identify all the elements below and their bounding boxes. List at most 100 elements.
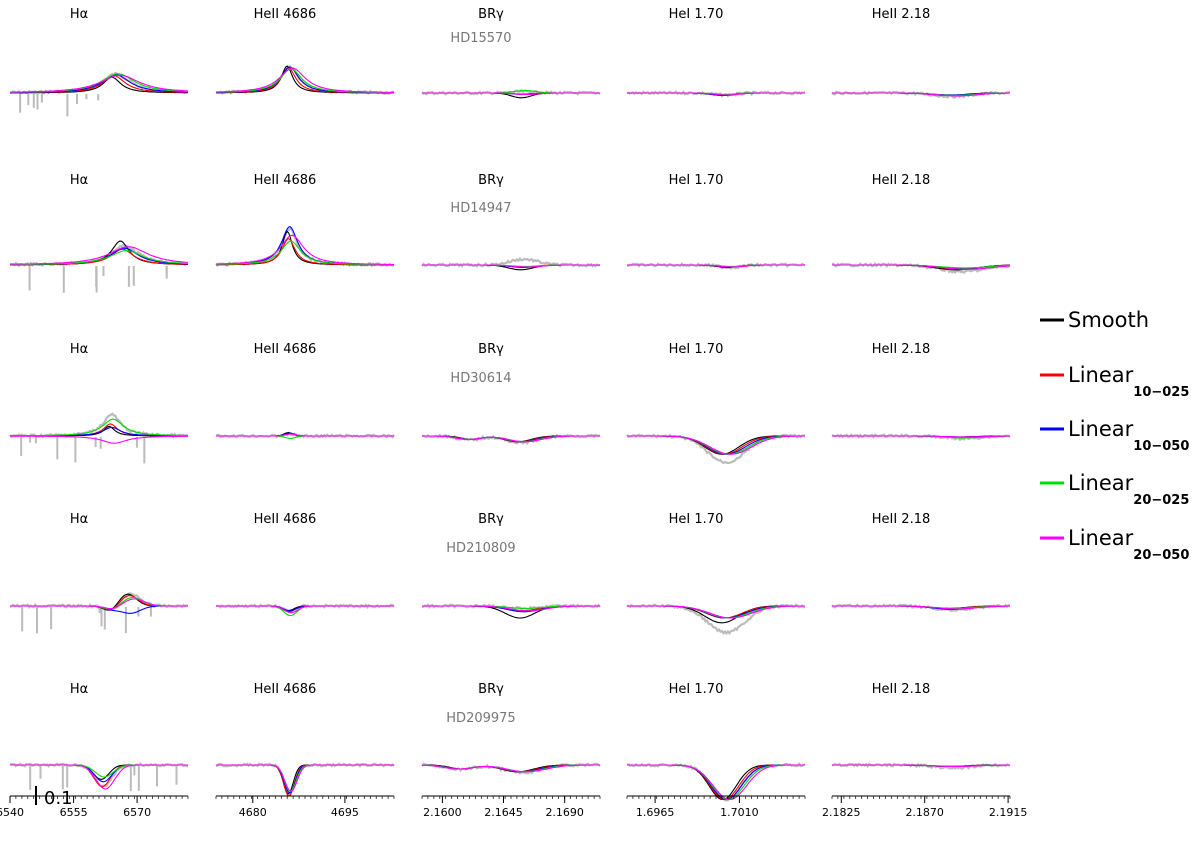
model-spectrum-4: [215, 67, 394, 93]
panel-title: BRγ: [478, 512, 504, 527]
model-spectrum-4: [832, 435, 1010, 438]
profile-panel: [215, 226, 395, 268]
star-name: HD209975: [446, 711, 515, 726]
tick-label: 2.1600: [423, 806, 462, 819]
profile-panel: [215, 762, 395, 797]
model-spectrum-4: [422, 92, 600, 95]
legend-subscript: 10−050: [1133, 439, 1189, 454]
legend-item: Linear20−050: [1040, 526, 1189, 563]
model-spectrum-2: [10, 764, 188, 783]
star-name: HD30614: [450, 371, 511, 386]
profile-panel: [626, 262, 806, 270]
panel-title: HeII 4686: [254, 682, 317, 697]
model-spectrum-0: [627, 605, 805, 624]
profile-panel: [421, 256, 601, 271]
model-spectrum-4: [10, 74, 189, 93]
model-spectrum-4: [832, 264, 1011, 270]
legend-label: Linear10−025: [1068, 363, 1189, 400]
legend-item: Smooth: [1040, 308, 1149, 332]
observed-spectrum: [215, 431, 395, 439]
model-spectrum-4: [832, 605, 1010, 610]
panel-title: Hα: [70, 173, 88, 188]
panel-title: BRγ: [478, 7, 504, 22]
tick-label: 6540: [0, 806, 24, 819]
tick-label: 4680: [239, 806, 267, 819]
panel-title: BRγ: [478, 342, 504, 357]
legend-item: Linear20−025: [1040, 471, 1189, 508]
profile-panel: [9, 592, 189, 634]
legend-subscript: 20−050: [1133, 548, 1189, 563]
legend-subscript: 20−025: [1133, 493, 1189, 508]
profile-panel: [9, 240, 189, 293]
profile-panel: [831, 261, 1011, 275]
profile-panel: [831, 762, 1011, 771]
panel-title: HeII 4686: [254, 173, 317, 188]
scale-bar-label: 0.1: [44, 788, 73, 809]
model-spectrum-4: [9, 246, 189, 265]
model-spectrum-2: [216, 226, 394, 266]
legend-label: Smooth: [1068, 308, 1149, 332]
model-spectrum-2: [216, 66, 394, 94]
panel-title: Hα: [70, 7, 88, 22]
observed-spectrum: [831, 433, 1011, 441]
tick-label: 2.1915: [989, 806, 1028, 819]
model-spectrum-4: [10, 764, 188, 790]
model-spectrum-4: [216, 764, 394, 792]
legend-item: Linear10−050: [1040, 417, 1189, 454]
model-spectrum-4: [627, 92, 805, 96]
legend-item: Linear10−025: [1040, 363, 1189, 400]
panel-title: HeII 4686: [254, 342, 317, 357]
panel-title: BRγ: [478, 682, 504, 697]
profile-panel: [421, 88, 601, 99]
model-spectrum-4: [627, 435, 805, 455]
panel-title: Hα: [70, 512, 88, 527]
model-spectrum-4: [422, 764, 600, 773]
profile-panel: [9, 71, 189, 117]
tick-label: 6555: [60, 806, 88, 819]
observed-spectrum: [626, 433, 806, 465]
model-spectrum-4: [216, 605, 394, 614]
profile-panel: [421, 762, 601, 775]
profile-panel: [421, 603, 601, 619]
profile-panel: [626, 603, 806, 636]
panel-title: HeI 1.70: [669, 512, 724, 527]
model-spectrum-4: [216, 433, 394, 437]
profile-panel: [626, 90, 806, 98]
profile-panel: [626, 433, 806, 465]
tick-label: 4695: [331, 806, 359, 819]
profile-panel: [831, 90, 1011, 99]
model-spectrum-4: [10, 598, 188, 610]
model-spectrum-0: [10, 764, 188, 780]
model-spectrum-3: [216, 764, 394, 793]
panel-title: BRγ: [478, 173, 504, 188]
model-spectrum-4: [216, 234, 394, 265]
profile-panel: [626, 762, 806, 802]
star-name: HD14947: [450, 201, 511, 216]
profile-panel: [215, 65, 395, 96]
tick-label: 2.1825: [822, 806, 861, 819]
panel-title: HeII 4686: [254, 512, 317, 527]
tick-label: 2.1645: [484, 806, 523, 819]
profile-panel: [215, 431, 395, 439]
panel-title: HeII 2.18: [872, 512, 931, 527]
panel-title: HeI 1.70: [669, 342, 724, 357]
model-spectrum-1: [216, 764, 394, 797]
panel-title: HeI 1.70: [669, 173, 724, 188]
model-spectrum-3: [627, 435, 805, 455]
legend-label: Linear20−025: [1068, 471, 1189, 508]
legend-subscript: 10−025: [1133, 385, 1189, 400]
tick-label: 6570: [123, 806, 151, 819]
star-name: HD210809: [446, 541, 515, 556]
model-spectrum-4: [627, 764, 805, 801]
tick-label: 1.7010: [720, 806, 759, 819]
model-spectrum-4: [422, 435, 600, 443]
model-spectrum-4: [9, 435, 188, 444]
model-spectrum-3: [10, 418, 188, 437]
tick-label: 2.1690: [545, 806, 584, 819]
profile-panel: [9, 412, 189, 464]
panel-title: HeII 4686: [254, 7, 317, 22]
panel-title: HeI 1.70: [669, 682, 724, 697]
panel-title: HeI 1.70: [669, 7, 724, 22]
observed-spectrum: [626, 603, 806, 636]
